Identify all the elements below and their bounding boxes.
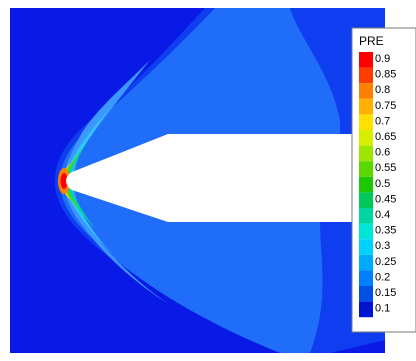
legend-label-0-4: 0.4: [375, 209, 390, 221]
legend-label-0-2: 0.2: [375, 271, 390, 283]
legend-label-0-25: 0.25: [375, 256, 396, 268]
legend-swatch-0-3: [359, 239, 373, 255]
legend-swatch-0-65: [359, 130, 373, 146]
legend-swatch-0-75: [359, 98, 373, 115]
legend-swatch-0-15: [359, 286, 373, 302]
legend-swatch-0-85: [359, 67, 373, 84]
legend-label-0-5: 0.5: [375, 178, 390, 190]
color-legend: PRE 0.9 0.85 0.8 0.75 0.7 0.65 0.6 0.55 0.5 0.45 0…: [351, 27, 416, 333]
legend-label-0-1: 0.1: [375, 303, 390, 315]
legend-label-0-45: 0.45: [375, 193, 396, 205]
legend-swatch-0-6: [359, 145, 373, 162]
legend-swatch-0-8: [359, 83, 373, 99]
contour-band-0-25: [64, 60, 170, 305]
legend-label-0-15: 0.15: [375, 287, 396, 299]
legend-label-0-85: 0.85: [375, 69, 396, 81]
legend-label-0-8: 0.8: [375, 84, 390, 96]
legend-swatch-0-1: [359, 301, 373, 318]
legend-label-0-6: 0.6: [375, 147, 390, 159]
legend-label-0-75: 0.75: [375, 100, 396, 112]
legend-swatch-0-35: [359, 223, 373, 240]
legend-label-0-55: 0.55: [375, 162, 396, 174]
legend-label-0-7: 0.7: [375, 115, 390, 127]
legend-swatch-0-25: [359, 254, 373, 271]
legend-label-0-35: 0.35: [375, 225, 396, 237]
legend-swatch-0-4: [359, 208, 373, 224]
legend-label-0-9: 0.9: [375, 53, 390, 65]
legend-label-0-65: 0.65: [375, 131, 396, 143]
legend-swatch-0-55: [359, 161, 373, 177]
contour-band-0-9: [60, 173, 68, 189]
legend-swatch-0-2: [359, 270, 373, 286]
legend-swatch-0-7: [359, 114, 373, 130]
legend-swatch-0-9: [359, 52, 373, 68]
contour-band-0-2: [60, 8, 340, 353]
legend-title: PRE: [359, 34, 384, 48]
contour-band-0-3: [64, 108, 120, 262]
legend-swatch-0-5: [359, 176, 373, 193]
body-geometry: [66, 134, 385, 222]
legend-swatch-0-45: [359, 192, 373, 208]
legend-label-0-3: 0.3: [375, 240, 390, 252]
